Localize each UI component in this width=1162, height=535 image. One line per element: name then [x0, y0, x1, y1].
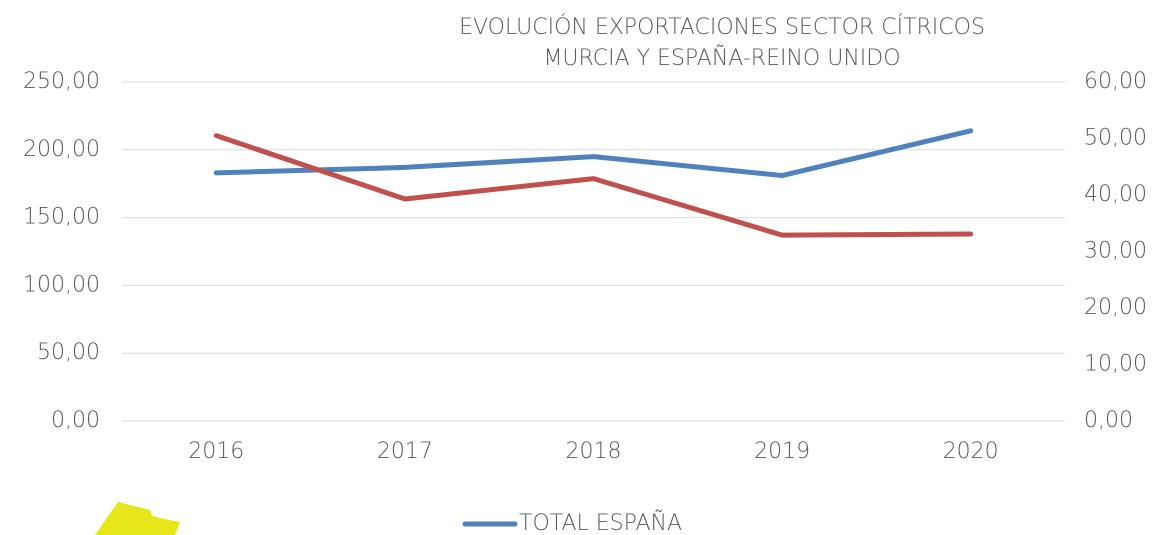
y2-tick-label: 0,00 [1084, 408, 1133, 433]
chart-title: EVOLUCIÓN EXPORTACIONES SECTOR CÍTRICOS [459, 14, 985, 40]
chart-title: MURCIA Y ESPAÑA-REINO UNIDO [543, 45, 900, 71]
x-tick-label: 2016 [188, 439, 244, 464]
line-series [213, 128, 974, 179]
y2-tick-label: 40,00 [1084, 182, 1147, 207]
y2-tick-label: 50,00 [1084, 126, 1147, 151]
y2-tick-label: 60,00 [1084, 69, 1147, 94]
x-tick-label: 2019 [754, 439, 810, 464]
x-tick-label: 2018 [566, 439, 622, 464]
y2-tick-label: 10,00 [1084, 352, 1147, 377]
y-tick-label: 250,00 [23, 69, 100, 94]
y2-tick-label: 20,00 [1084, 295, 1147, 320]
x-tick-label: 2017 [377, 439, 433, 464]
y2-tick-label: 30,00 [1084, 239, 1147, 264]
y-tick-label: 0,00 [51, 408, 100, 433]
line-series [213, 133, 974, 238]
logo-fragment [95, 502, 180, 535]
y-tick-label: 200,00 [23, 137, 100, 162]
x-tick-label: 2020 [943, 439, 999, 464]
y-tick-label: 50,00 [37, 340, 100, 365]
y-tick-label: 100,00 [23, 272, 100, 297]
legend-label: TOTAL ESPAÑA [519, 510, 682, 535]
y-tick-label: 150,00 [23, 205, 100, 230]
